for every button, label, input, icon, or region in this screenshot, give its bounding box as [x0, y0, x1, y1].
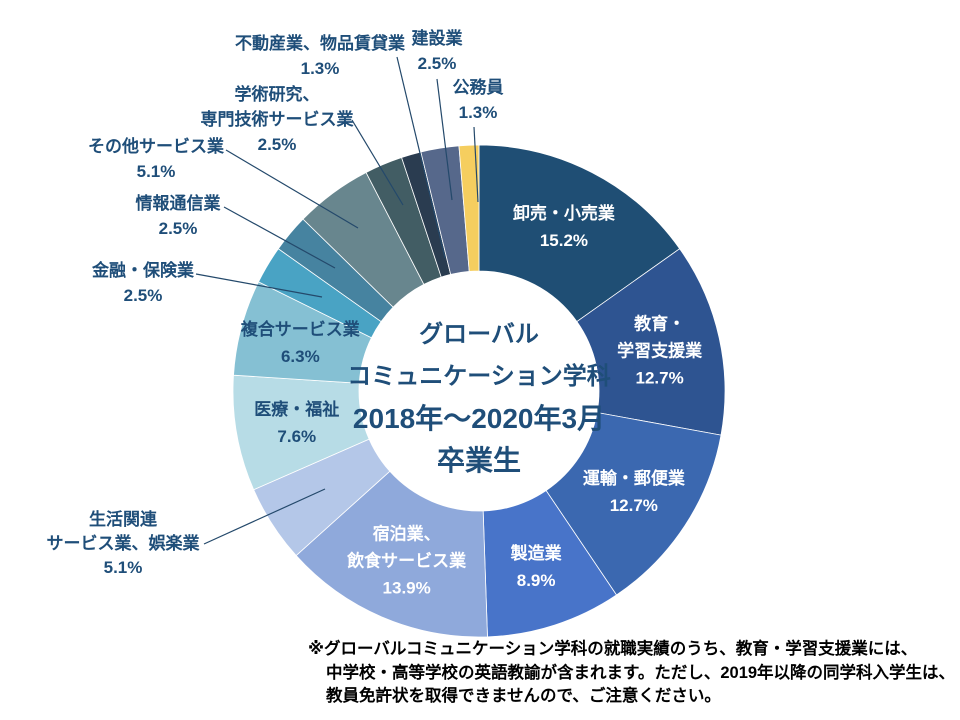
label-lifestyle-name-2: サービス業、娯楽業	[46, 534, 200, 553]
leader-line-civil-servant	[473, 126, 479, 203]
leader-line-construction	[436, 78, 453, 201]
leader-lines-group	[195, 56, 479, 545]
label-lifestyle-pct: 5.1%	[103, 558, 143, 577]
label-other-services-name: その他サービス業	[88, 137, 224, 156]
label-finance-name: 金融・保険業	[92, 261, 194, 280]
label-academic-research-name-1: 学術研究、	[234, 85, 320, 104]
leader-line-academic-research	[351, 119, 404, 206]
label-construction-name: 建設業	[411, 29, 463, 48]
label-construction: 建設業 2.5%	[377, 26, 497, 76]
footnote-line-2: 中学校・高等学校の英語教諭が含まれます。ただし、2019年以降の同学科入学生は、	[326, 663, 956, 682]
label-real-estate: 不動産業、物品賃貸業 1.3%	[195, 31, 445, 81]
pie-slice-2	[545, 412, 722, 596]
label-finance: 金融・保険業 2.5%	[33, 258, 253, 308]
title-line-department-2: コミュニケーション学科	[347, 363, 611, 390]
title-line-graduates: 卒業生	[436, 445, 521, 476]
title-line-department-1: グローバル	[419, 321, 539, 348]
label-academic-research: 学術研究、 専門技術サービス業 2.5%	[157, 82, 397, 157]
footnote-line-3: 教員免許状を取得できませんので、ご注意ください。	[326, 687, 721, 705]
label-information-name: 情報通信業	[135, 194, 221, 213]
pie-slice-0	[478, 144, 681, 323]
label-other-services-pct: 5.1%	[136, 162, 176, 181]
leader-line-information	[223, 206, 336, 269]
chart-center-title: グローバル コミュニケーション学科 2018年〜2020年3月 卒業生	[347, 314, 611, 482]
label-civil-servant-name: 公務員	[452, 78, 504, 97]
label-civil-servant-pct: 1.3%	[458, 103, 498, 122]
label-civil-servant: 公務員 1.3%	[418, 75, 538, 125]
label-academic-research-pct: 2.5%	[257, 135, 297, 154]
label-lifestyle-name-1: 生活関連	[89, 510, 157, 529]
label-information-pct: 2.5%	[158, 219, 198, 238]
footnote-line-1: ※グローバルコミュニケーション学科の就職実績のうち、教育・学習支援業には、	[308, 640, 918, 658]
footnote: ※グローバルコミュニケーション学科の就職実績のうち、教育・学習支援業には、 中学…	[308, 638, 960, 709]
label-academic-research-name-2: 専門技術サービス業	[200, 110, 354, 129]
label-finance-pct: 2.5%	[123, 286, 163, 305]
label-information: 情報通信業 2.5%	[68, 191, 288, 241]
pie-slices-group	[232, 144, 726, 638]
label-construction-pct: 2.5%	[417, 54, 457, 73]
label-real-estate-pct: 1.3%	[300, 59, 340, 78]
label-real-estate-name: 不動産業、物品賃貸業	[235, 34, 405, 53]
leader-line-other-services	[225, 149, 359, 229]
label-lifestyle: 生活関連 サービス業、娯楽業 5.1%	[13, 508, 233, 580]
leader-line-finance	[195, 273, 323, 298]
leader-line-real-estate	[396, 56, 446, 259]
pie-slice-1	[576, 248, 726, 436]
pie-slice-14	[458, 144, 480, 272]
leader-line-lifestyle	[203, 488, 326, 545]
label-other-services: その他サービス業 5.1%	[46, 134, 266, 184]
title-line-period: 2018年〜2020年3月	[352, 403, 606, 434]
